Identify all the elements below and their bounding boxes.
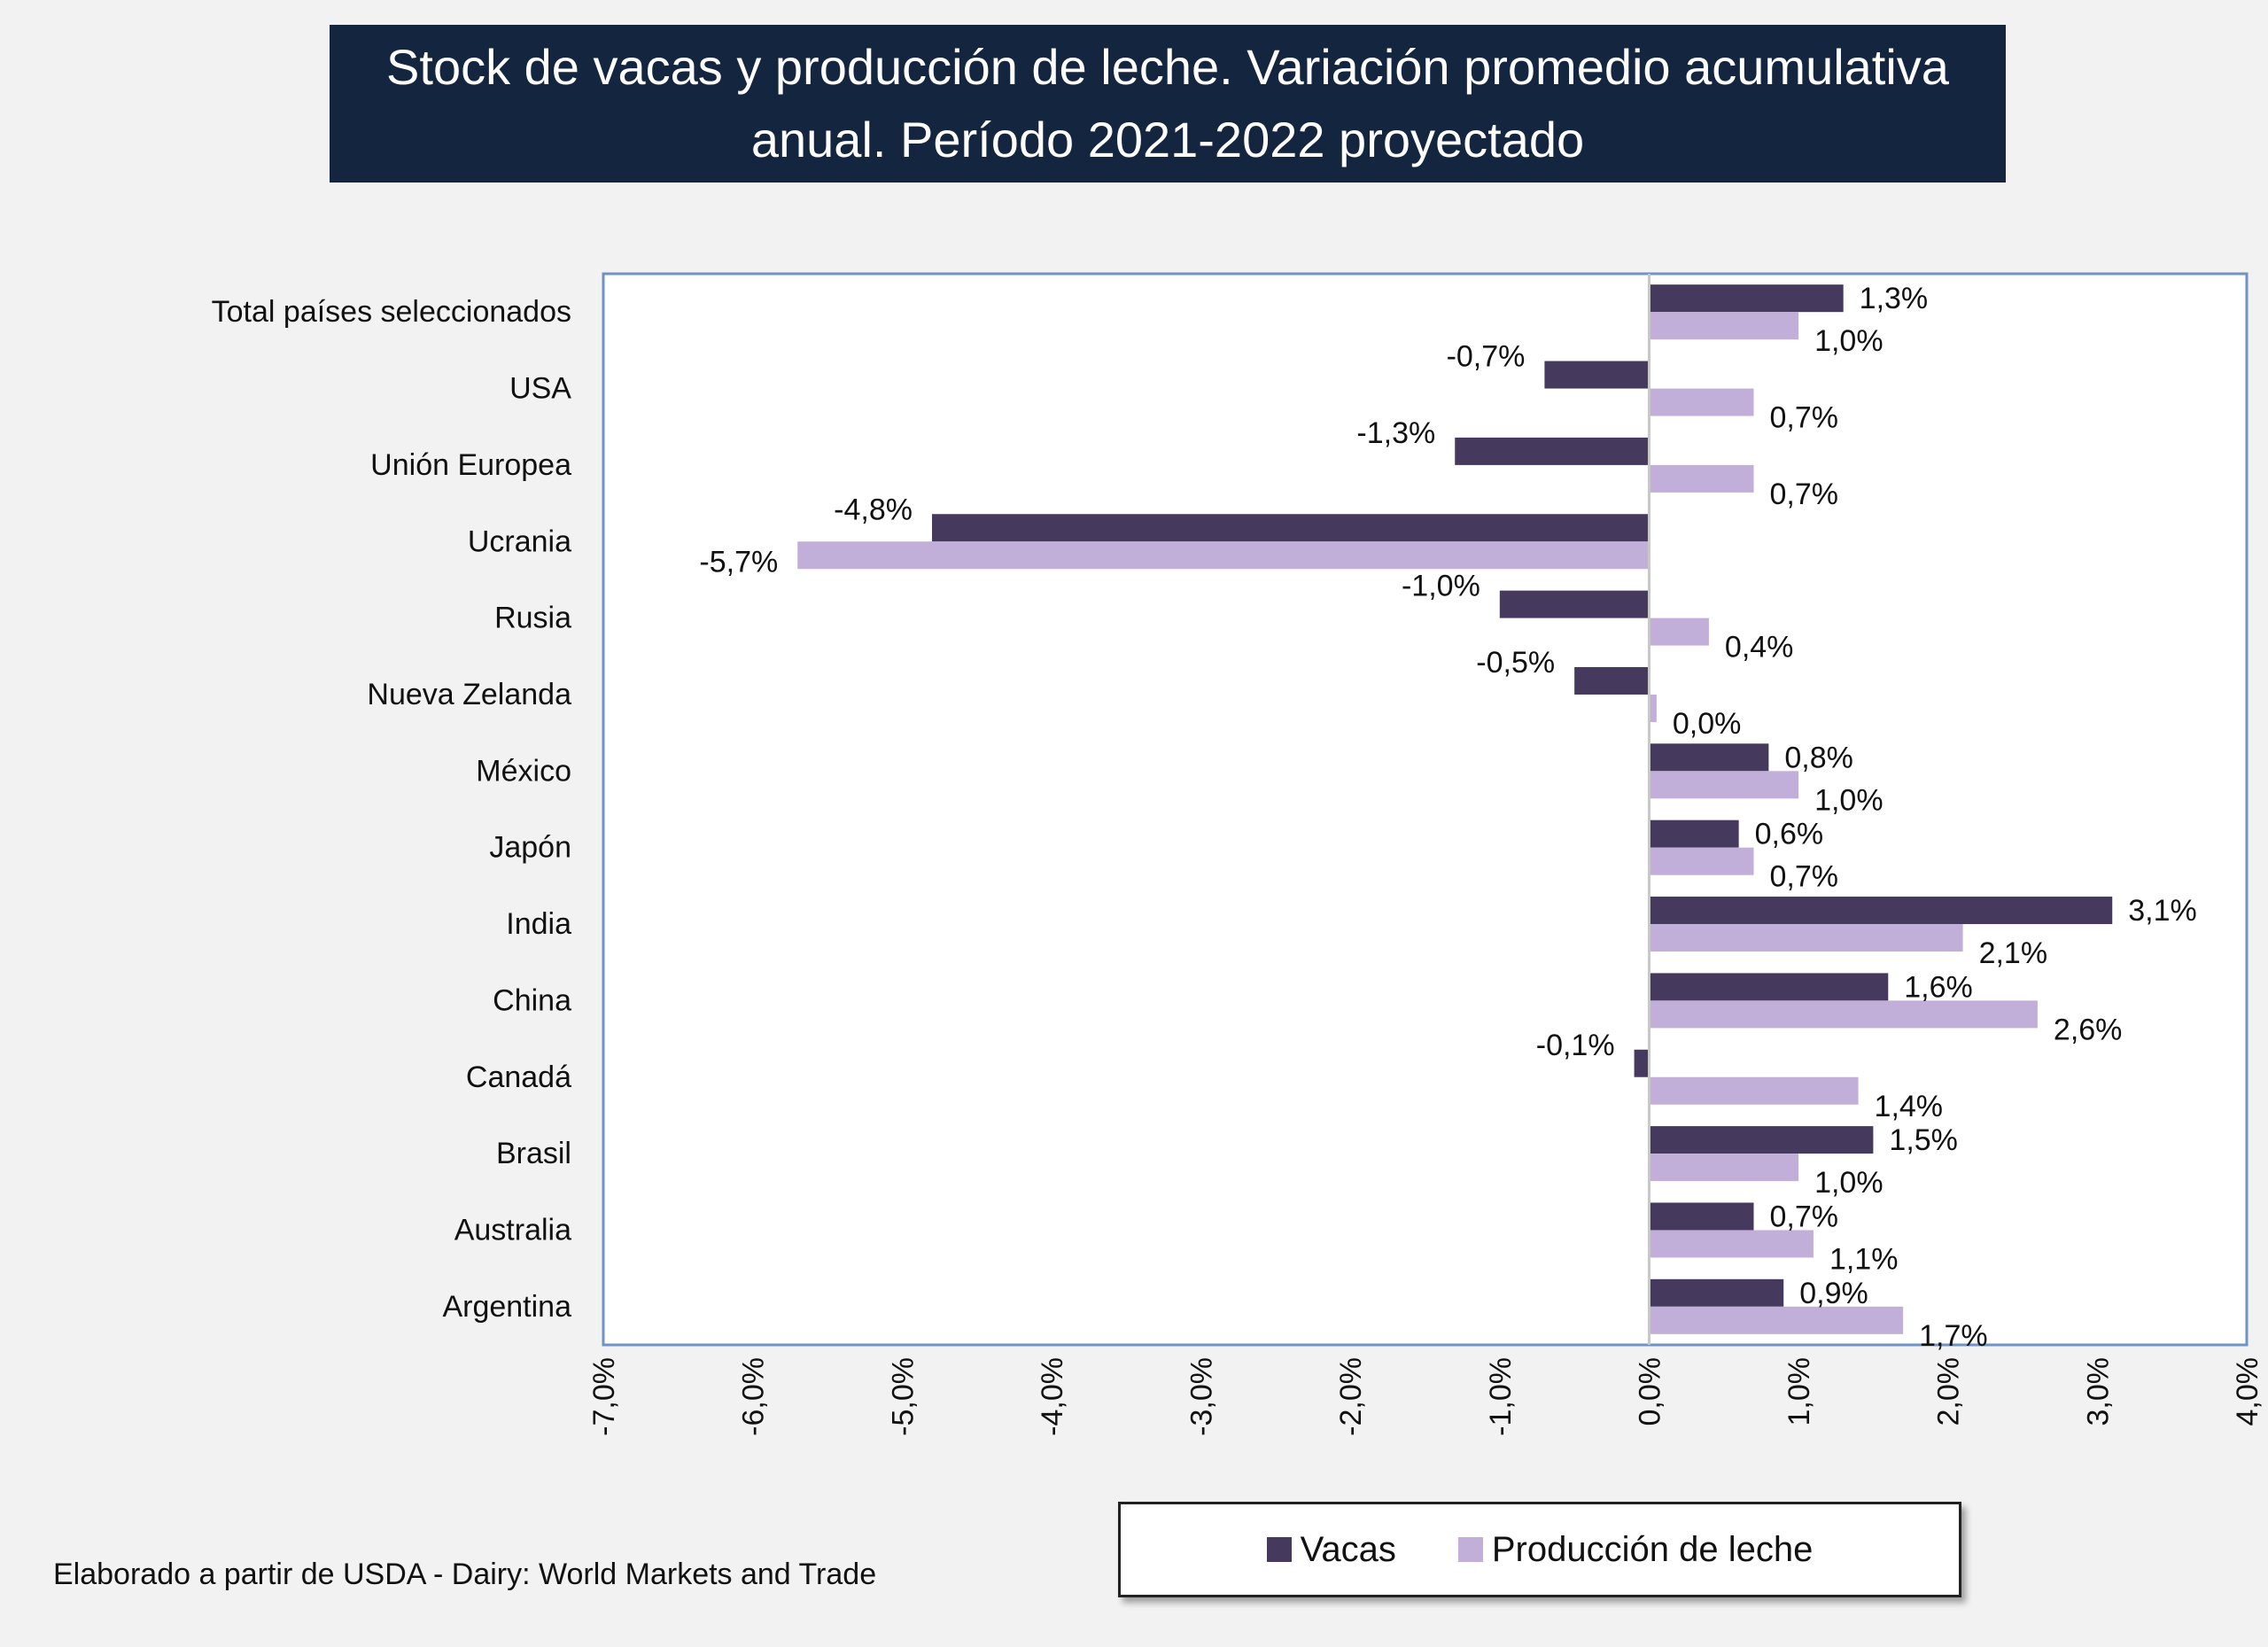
x-tick-label: -3,0% [1185,1357,1219,1436]
bar-leche-china [1649,1000,2038,1029]
bar-leche-japon [1649,847,1754,875]
bar-leche-australia [1649,1230,1814,1258]
bar-leche-nueva-zelanda [1649,694,1657,722]
bar-vacas-canada [1634,1049,1650,1077]
data-label-leche-rusia: 0,4% [1725,631,1794,664]
chart-title: Stock de vacas y producción de leche. Va… [330,25,2006,183]
bar-leche-canada [1649,1076,1859,1105]
category-label-japon: Japón [489,831,571,865]
category-label-australia: Australia [454,1213,571,1247]
bar-vacas-argentina [1649,1278,1784,1307]
x-tick-label: -1,0% [1484,1357,1518,1436]
data-label-leche-canada: 1,4% [1875,1090,1944,1123]
data-label-leche-mexico: 1,0% [1814,783,1884,817]
category-label-total-paises-seleccionados: Total países seleccionados [212,295,571,329]
bar-vacas-nueva-zelanda [1574,666,1650,695]
legend-swatch-leche [1457,1537,1483,1562]
category-label-argentina: Argentina [442,1290,571,1324]
data-label-vacas-japon: 0,6% [1755,818,1823,851]
data-label-leche-ucrania: -5,7% [699,545,778,579]
legend-item-leche: Producción de leche [1457,1529,1814,1570]
bar-vacas-japon [1649,820,1739,848]
category-label-rusia: Rusia [494,602,571,635]
data-label-leche-union-europea: 0,7% [1770,478,1839,511]
data-label-leche-india: 2,1% [1979,936,2048,970]
category-label-china: China [493,983,571,1017]
category-label-ucrania: Ucrania [468,524,571,558]
data-label-vacas-china: 1,6% [1904,970,1973,1004]
legend-swatch-vacas [1266,1537,1292,1562]
category-label-usa: USA [509,372,571,406]
x-tick-label: -6,0% [737,1357,771,1436]
data-label-leche-usa: 0,7% [1770,401,1839,435]
x-tick-label: -4,0% [1036,1357,1069,1436]
bar-leche-mexico [1649,771,1799,799]
legend-label-vacas: Vacas [1300,1529,1396,1569]
x-tick-label: -2,0% [1334,1357,1368,1436]
category-label-canada: Canadá [466,1060,571,1094]
data-label-vacas-argentina: 0,9% [1799,1277,1868,1310]
bar-leche-union-europea [1649,464,1754,493]
category-label-brasil: Brasil [496,1137,571,1170]
bar-vacas-union-europea [1455,437,1650,465]
bar-leche-total-paises-seleccionados [1649,312,1799,340]
data-label-leche-australia: 1,1% [1829,1242,1899,1276]
category-label-india: India [506,907,571,941]
bar-vacas-australia [1649,1202,1754,1231]
x-tick-label: 2,0% [1932,1357,1966,1426]
chart-title-line-1: Stock de vacas y producción de leche. Va… [386,39,1949,95]
category-label-union-europea: Unión Europea [370,448,571,482]
data-label-leche-brasil: 1,0% [1814,1166,1884,1200]
data-label-vacas-nueva-zelanda: -0,5% [1476,646,1555,680]
data-label-leche-total-paises-seleccionados: 1,0% [1814,324,1884,358]
chart-title-line-2: anual. Período 2021-2022 proyectado [750,112,1585,167]
data-label-leche-argentina: 1,7% [1919,1319,1988,1353]
data-label-vacas-total-paises-seleccionados: 1,3% [1860,282,1929,315]
data-label-leche-japon: 0,7% [1770,860,1839,894]
x-tick-label: -7,0% [587,1357,621,1436]
category-label-nueva-zelanda: Nueva Zelanda [367,678,571,711]
bar-leche-rusia [1649,618,1709,646]
bar-leche-ucrania [797,541,1650,570]
bar-leche-argentina [1649,1306,1904,1334]
bar-leche-usa [1649,388,1754,416]
bar-vacas-brasil [1649,1126,1874,1154]
legend-label-leche: Producción de leche [1491,1529,1814,1569]
bar-vacas-mexico [1649,743,1769,772]
source-note: Elaborado a partir de USDA - Dairy: Worl… [53,1558,877,1591]
bar-leche-india [1649,924,1963,952]
x-tick-label: 0,0% [1633,1357,1666,1426]
bar-vacas-india [1649,897,2113,925]
legend: Vacas Producción de leche [1118,1502,1961,1597]
x-tick-label: 1,0% [1783,1357,1816,1426]
plot-area [602,272,2249,1347]
data-label-leche-china: 2,6% [2054,1013,2123,1046]
bar-leche-brasil [1649,1154,1799,1182]
bar-vacas-ucrania [932,514,1650,542]
category-label-mexico: México [476,754,571,788]
bar-vacas-total-paises-seleccionados [1649,284,1844,313]
x-tick-label: 4,0% [2231,1357,2264,1426]
data-label-leche-nueva-zelanda: 0,0% [1673,707,1742,741]
x-tick-label: 3,0% [2081,1357,2115,1426]
data-label-vacas-australia: 0,7% [1770,1200,1839,1233]
bar-vacas-rusia [1499,590,1650,618]
data-label-vacas-brasil: 1,5% [1889,1123,1958,1157]
bar-vacas-usa [1544,361,1650,389]
data-label-vacas-rusia: -1,0% [1402,570,1480,603]
data-label-vacas-union-europea: -1,3% [1356,416,1435,450]
data-label-vacas-mexico: 0,8% [1784,741,1853,774]
legend-item-vacas: Vacas [1266,1529,1396,1570]
data-label-vacas-ucrania: -4,8% [834,493,913,526]
data-label-vacas-usa: -0,7% [1447,340,1526,374]
data-label-vacas-canada: -0,1% [1536,1029,1615,1062]
bar-vacas-china [1649,973,1889,1001]
x-tick-label: -5,0% [886,1357,920,1436]
data-label-vacas-india: 3,1% [2128,894,2197,928]
